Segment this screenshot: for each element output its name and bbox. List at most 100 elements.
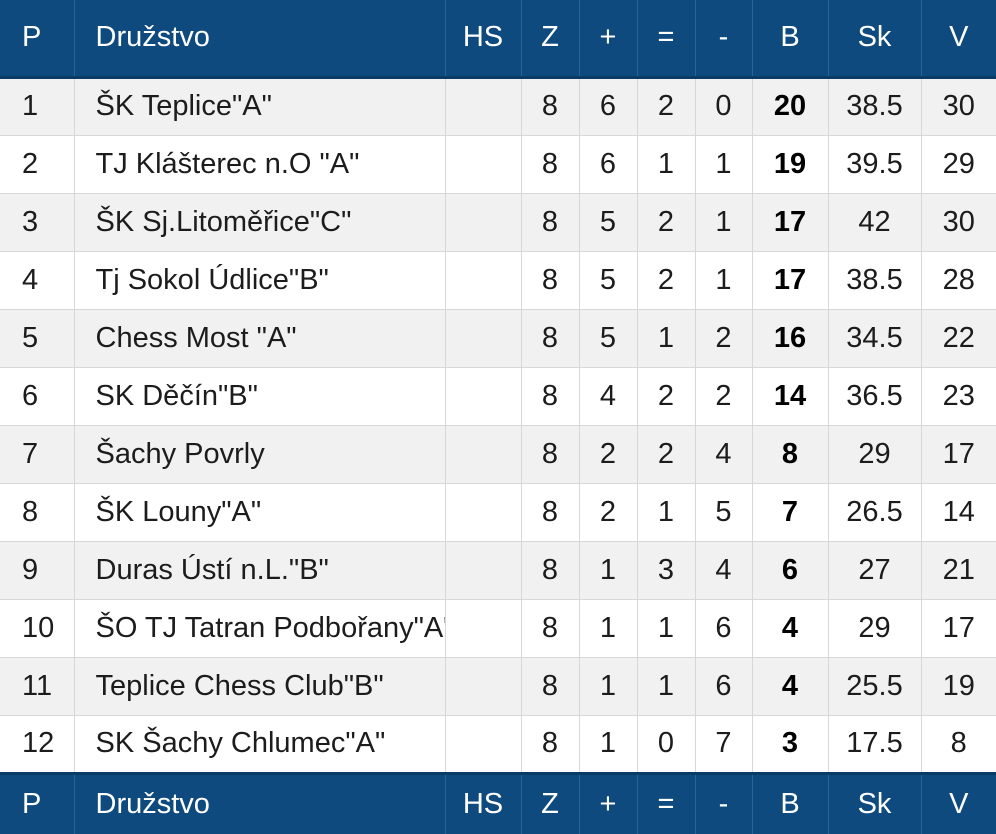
cell-wins: 1 (579, 657, 638, 716)
cell-position: 9 (0, 541, 75, 600)
footer-position: P (0, 771, 75, 834)
cell-v: 19 (921, 657, 996, 716)
cell-score: 29 (828, 599, 922, 658)
cell-hs (445, 599, 522, 658)
cell-wins: 5 (579, 309, 638, 368)
cell-team[interactable]: ŠK Sj.Litoměřice"C" (74, 193, 446, 252)
col-header-score[interactable]: Sk (828, 0, 922, 79)
cell-wins: 1 (579, 715, 638, 774)
cell-team[interactable]: TJ Klášterec n.O "A" (74, 135, 446, 194)
cell-team[interactable]: Tj Sokol Údlice"B" (74, 251, 446, 310)
cell-losses: 5 (695, 483, 753, 542)
cell-team[interactable]: Teplice Chess Club"B" (74, 657, 446, 716)
cell-v: 21 (921, 541, 996, 600)
cell-team[interactable]: Duras Ústí n.L."B" (74, 541, 446, 600)
cell-hs (445, 77, 522, 136)
col-header-position[interactable]: P (0, 0, 75, 79)
table-row: 2 TJ Klášterec n.O "A" 8 6 1 1 19 39.5 29 (0, 135, 996, 194)
cell-points: 4 (752, 657, 829, 716)
cell-points: 14 (752, 367, 829, 426)
cell-score: 26.5 (828, 483, 922, 542)
cell-wins: 4 (579, 367, 638, 426)
cell-team[interactable]: ŠK Teplice"A" (74, 77, 446, 136)
cell-team[interactable]: ŠO TJ Tatran Podbořany"A" (74, 599, 446, 658)
footer-v: V (921, 771, 996, 834)
cell-points: 4 (752, 599, 829, 658)
cell-position: 2 (0, 135, 75, 194)
cell-wins: 1 (579, 599, 638, 658)
cell-position: 3 (0, 193, 75, 252)
cell-position: 11 (0, 657, 75, 716)
cell-hs (445, 425, 522, 484)
cell-hs (445, 309, 522, 368)
table-header: P Družstvo HS Z + = - B Sk V (0, 0, 996, 79)
cell-games: 8 (521, 309, 580, 368)
table-row: 11 Teplice Chess Club"B" 8 1 1 6 4 25.5 19 (0, 657, 996, 716)
cell-wins: 2 (579, 483, 638, 542)
cell-team[interactable]: ŠK Louny"A" (74, 483, 446, 542)
cell-losses: 7 (695, 715, 753, 774)
table-row: 7 Šachy Povrly 8 2 2 4 8 29 17 (0, 425, 996, 484)
cell-games: 8 (521, 193, 580, 252)
cell-hs (445, 483, 522, 542)
cell-score: 38.5 (828, 77, 922, 136)
cell-position: 12 (0, 715, 75, 774)
col-header-wins[interactable]: + (579, 0, 638, 79)
cell-position: 8 (0, 483, 75, 542)
cell-draws: 2 (637, 193, 696, 252)
cell-team[interactable]: Chess Most "A" (74, 309, 446, 368)
col-header-games[interactable]: Z (521, 0, 580, 79)
col-header-losses[interactable]: - (695, 0, 753, 79)
cell-losses: 6 (695, 657, 753, 716)
cell-games: 8 (521, 657, 580, 716)
cell-losses: 2 (695, 367, 753, 426)
cell-score: 42 (828, 193, 922, 252)
cell-v: 8 (921, 715, 996, 774)
cell-draws: 2 (637, 367, 696, 426)
cell-games: 8 (521, 251, 580, 310)
cell-draws: 2 (637, 77, 696, 136)
cell-draws: 1 (637, 657, 696, 716)
cell-score: 17.5 (828, 715, 922, 774)
cell-v: 17 (921, 599, 996, 658)
cell-team[interactable]: SK Děčín"B" (74, 367, 446, 426)
table-footer: P Družstvo HS Z + = - B Sk V (0, 771, 996, 834)
col-header-points[interactable]: B (752, 0, 829, 79)
col-header-draws[interactable]: = (637, 0, 696, 79)
cell-draws: 2 (637, 251, 696, 310)
col-header-v[interactable]: V (921, 0, 996, 79)
cell-draws: 0 (637, 715, 696, 774)
cell-team[interactable]: Šachy Povrly (74, 425, 446, 484)
table-row: 1 ŠK Teplice"A" 8 6 2 0 20 38.5 30 (0, 77, 996, 136)
cell-score: 27 (828, 541, 922, 600)
cell-wins: 6 (579, 135, 638, 194)
footer-points: B (752, 771, 829, 834)
cell-hs (445, 135, 522, 194)
cell-v: 14 (921, 483, 996, 542)
cell-v: 30 (921, 77, 996, 136)
cell-wins: 5 (579, 251, 638, 310)
footer-score: Sk (828, 771, 922, 834)
cell-hs (445, 657, 522, 716)
cell-losses: 0 (695, 77, 753, 136)
footer-row: P Družstvo HS Z + = - B Sk V (0, 771, 996, 834)
cell-games: 8 (521, 483, 580, 542)
cell-position: 1 (0, 77, 75, 136)
cell-score: 25.5 (828, 657, 922, 716)
cell-losses: 1 (695, 251, 753, 310)
cell-hs (445, 251, 522, 310)
cell-position: 4 (0, 251, 75, 310)
cell-position: 5 (0, 309, 75, 368)
cell-wins: 1 (579, 541, 638, 600)
cell-v: 28 (921, 251, 996, 310)
cell-hs (445, 367, 522, 426)
cell-team[interactable]: SK Šachy Chlumec"A" (74, 715, 446, 774)
col-header-hs[interactable]: HS (445, 0, 522, 79)
cell-hs (445, 715, 522, 774)
cell-hs (445, 541, 522, 600)
cell-games: 8 (521, 599, 580, 658)
col-header-team[interactable]: Družstvo (74, 0, 446, 79)
cell-position: 6 (0, 367, 75, 426)
cell-v: 22 (921, 309, 996, 368)
